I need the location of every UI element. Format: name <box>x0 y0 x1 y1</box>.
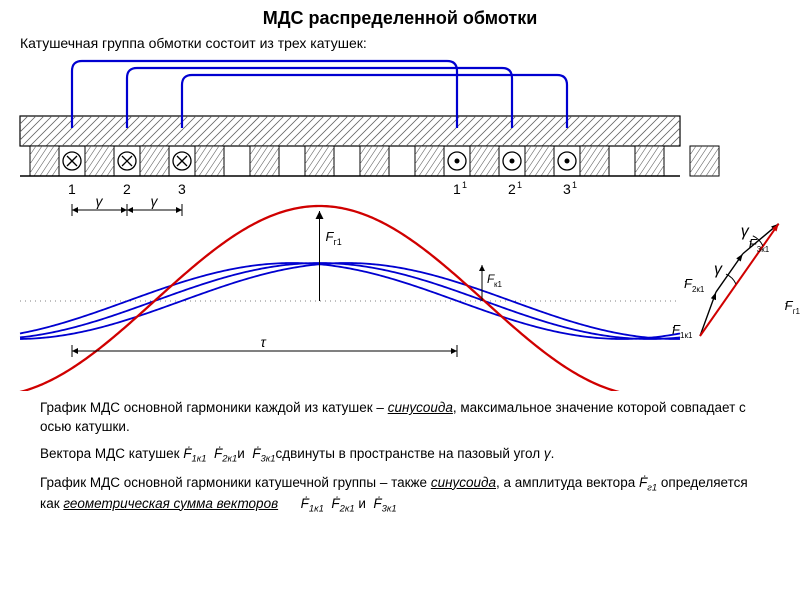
svg-text:1: 1 <box>453 181 461 197</box>
paragraph-2: Вектора МДС катушек Ḟ1к1 Ḟ2к1и Ḟ3к1сдвин… <box>40 445 760 466</box>
p1a: График МДС основной гармоники каждой из … <box>40 400 388 415</box>
main-svg: 123112131γγFг1Fк1τ.F1к1.F2к1.F3к1.Fг1γγ <box>0 51 800 391</box>
p3b: синусоида <box>431 475 496 490</box>
svg-text:3к1: 3к1 <box>757 245 770 254</box>
subtitle: Катушечная группа обмотки состоит из тре… <box>20 35 800 51</box>
svg-text:1: 1 <box>517 180 522 190</box>
svg-text:3: 3 <box>563 181 571 197</box>
paragraph-1: График МДС основной гармоники каждой из … <box>40 399 760 437</box>
svg-text:1: 1 <box>462 180 467 190</box>
svg-text:1: 1 <box>68 181 76 197</box>
svg-text:г1: г1 <box>793 307 800 316</box>
svg-text:г1: г1 <box>334 237 342 247</box>
page-title: МДС распределенной обмотки <box>0 8 800 29</box>
p3a: График МДС основной гармоники катушечной… <box>40 475 431 490</box>
vec-f3k1-end: Ḟ3к1 <box>373 496 396 511</box>
p2c: сдвинуты в пространстве на пазовый угол <box>276 446 544 461</box>
svg-text:2к1: 2к1 <box>692 285 705 294</box>
vec-f1k1-end: Ḟ1к1 <box>301 496 324 511</box>
p1b: синусоида <box>388 400 453 415</box>
paragraph-3: График МДС основной гармоники катушечной… <box>40 474 760 516</box>
p2e: . <box>551 446 555 461</box>
p2d: γ <box>544 446 551 461</box>
svg-text:γ: γ <box>151 193 159 209</box>
p3c: , а амплитуда вектора <box>496 475 639 490</box>
svg-text:γ: γ <box>96 193 104 209</box>
svg-text:1к1: 1к1 <box>680 331 693 340</box>
svg-text:к1: к1 <box>494 280 503 289</box>
svg-text:τ: τ <box>261 334 267 350</box>
vec-f1k1-inline: Ḟ1к1 <box>183 446 206 461</box>
svg-text:2: 2 <box>508 181 516 197</box>
p2a: Вектора МДС катушек <box>40 446 183 461</box>
svg-text:γ: γ <box>741 223 750 240</box>
vec-f2k1-end: Ḟ2к1 <box>331 496 354 511</box>
svg-text:3: 3 <box>178 181 186 197</box>
p3e: геометрическая сумма векторов <box>63 496 278 511</box>
vec-f2k1-inline: Ḟ2к1 <box>214 446 237 461</box>
svg-text:γ: γ <box>714 261 723 278</box>
p2b: и <box>237 446 245 461</box>
vec-f3k1-inline: Ḟ3к1 <box>252 446 275 461</box>
diagram-area: 123112131γγFг1Fк1τ.F1к1.F2к1.F3к1.Fг1γγ <box>0 51 800 391</box>
vec-fg1-inline: Ḟг1 <box>639 475 657 490</box>
conj-i: и <box>358 496 366 511</box>
svg-text:1: 1 <box>572 180 577 190</box>
svg-text:2: 2 <box>123 181 131 197</box>
